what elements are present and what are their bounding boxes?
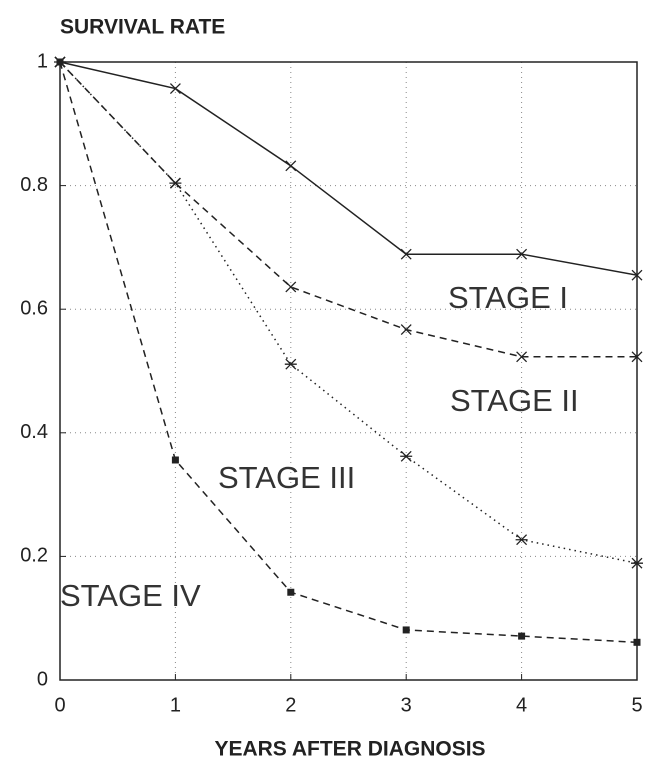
x-tick-label: 3 (401, 694, 412, 716)
marker (400, 324, 412, 336)
series-label: STAGE IV (60, 578, 201, 613)
y-tick-label: 0 (37, 668, 48, 690)
marker (631, 269, 643, 281)
series-line (59, 61, 637, 358)
x-tick-label: 1 (170, 694, 181, 716)
marker (400, 450, 413, 462)
x-tick-label: 4 (516, 694, 527, 716)
y-tick-label: 0.8 (20, 174, 48, 196)
marker (633, 638, 641, 646)
marker (56, 58, 64, 66)
x-axis-label: YEARS AFTER DIAGNOSIS (214, 738, 485, 761)
series-label: STAGE III (218, 460, 355, 495)
y-tick-label: 0.2 (20, 545, 48, 567)
y-tick-label: 1 (37, 50, 48, 72)
marker (171, 456, 179, 464)
y-tick-label: 0.6 (20, 297, 48, 319)
marker (285, 160, 297, 172)
marker (518, 632, 526, 640)
y-tick-label: 0.4 (20, 421, 48, 443)
marker (400, 248, 412, 260)
marker (285, 281, 297, 293)
series-label: STAGE I (448, 280, 568, 315)
marker (631, 557, 643, 569)
marker (402, 626, 410, 634)
x-tick-label: 5 (631, 694, 642, 716)
marker (515, 534, 528, 546)
x-tick-label: 0 (54, 694, 65, 716)
marker (287, 588, 295, 596)
marker (284, 358, 297, 370)
series-line (59, 61, 638, 644)
marker (631, 351, 643, 363)
series-label: STAGE II (450, 383, 579, 418)
series-line (59, 61, 638, 276)
plot-frame (59, 61, 638, 681)
marker (169, 83, 181, 95)
marker (516, 248, 528, 260)
marker (516, 351, 528, 363)
marker (169, 177, 182, 189)
x-tick-label: 2 (285, 694, 296, 716)
chart-title: SURVIVAL RATE (60, 16, 225, 39)
